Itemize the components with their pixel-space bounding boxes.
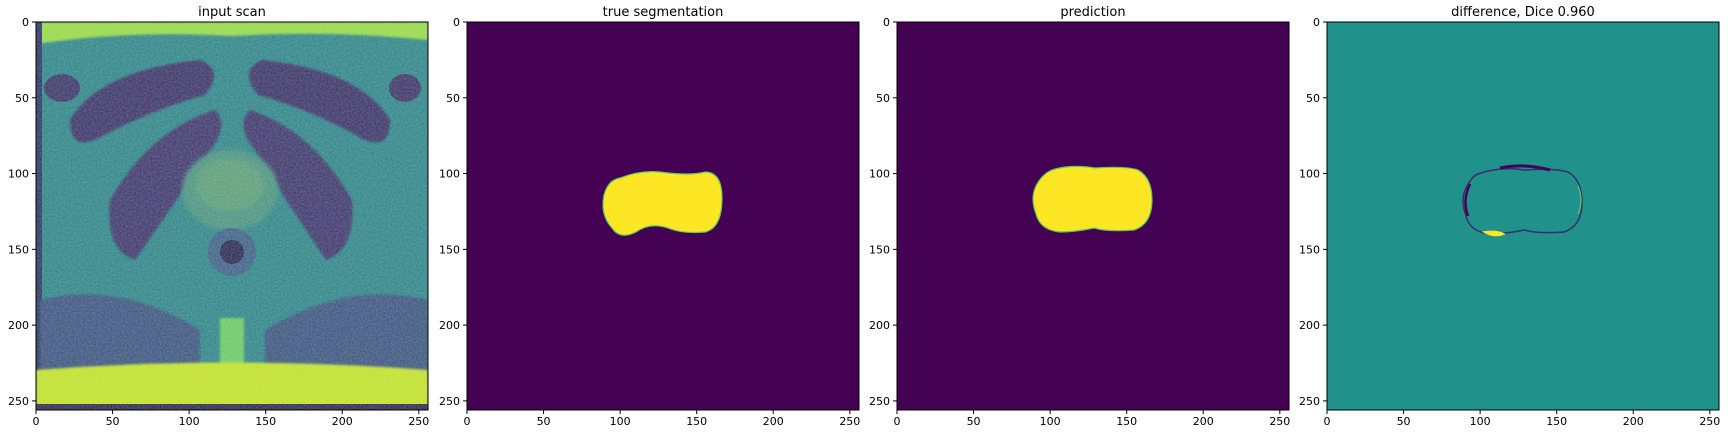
ticks-true-segmentation: 0 50 100 150 200 250 0 50 100 150 200 250 [439, 16, 860, 428]
prediction-mask-image [897, 22, 1289, 410]
x-tick-label: 150 [1546, 415, 1567, 428]
difference-outline [1462, 167, 1583, 235]
y-tick-label: 250 [869, 395, 890, 408]
x-tick-label: 200 [1623, 415, 1644, 428]
y-tick-label: 100 [1299, 168, 1320, 181]
y-tick-label: 200 [439, 319, 460, 332]
y-tick-label: 0 [883, 16, 890, 29]
true-mask-image [467, 22, 859, 410]
x-tick-label: 150 [686, 415, 707, 428]
x-tick-label: 200 [1193, 415, 1214, 428]
ticks-difference: 0 50 100 150 200 250 0 50 100 150 200 250 [1299, 16, 1720, 428]
panel-title-prediction: prediction [1060, 5, 1125, 20]
y-tick-label: 0 [1313, 16, 1320, 29]
axes-frame-true-segmentation [466, 21, 860, 411]
x-tick-label: 250 [839, 415, 860, 428]
y-tick-label: 50 [446, 92, 460, 105]
y-tick-label: 100 [439, 168, 460, 181]
x-tick-label: 0 [1324, 415, 1331, 428]
y-tick-label: 50 [1306, 92, 1320, 105]
panel-prediction: prediction 0 50 100 150 200 250 0 50 100 150 200 25… [869, 5, 1290, 428]
y-tick-label: 50 [15, 92, 29, 105]
y-tick-label: 150 [439, 243, 460, 256]
true-mask-blob [602, 171, 723, 236]
x-tick-label: 250 [1699, 415, 1720, 428]
x-tick-label: 100 [179, 415, 200, 428]
x-tick-label: 0 [33, 415, 40, 428]
x-tick-label: 100 [1040, 415, 1061, 428]
ticks-input-scan: 0 50 100 150 200 250 0 50 100 150 200 250 [8, 16, 429, 428]
axes-frame-difference [1326, 21, 1720, 411]
y-tick-label: 200 [869, 319, 890, 332]
y-tick-label: 0 [22, 16, 29, 29]
prediction-mask-blob [1032, 165, 1153, 233]
y-tick-label: 100 [8, 168, 29, 181]
y-tick-label: 250 [1299, 395, 1320, 408]
difference-image [1327, 22, 1719, 410]
x-tick-label: 50 [1397, 415, 1411, 428]
y-tick-label: 150 [8, 243, 29, 256]
y-tick-label: 200 [8, 319, 29, 332]
panel-title-true-segmentation: true segmentation [603, 5, 724, 20]
x-tick-label: 250 [1269, 415, 1290, 428]
x-tick-label: 150 [1116, 415, 1137, 428]
ticks-prediction: 0 50 100 150 200 250 0 50 100 150 200 250 [869, 16, 1290, 428]
x-tick-label: 50 [967, 415, 981, 428]
y-tick-label: 50 [876, 92, 890, 105]
x-tick-label: 100 [1470, 415, 1491, 428]
x-tick-label: 150 [255, 415, 276, 428]
y-tick-label: 250 [8, 395, 29, 408]
x-tick-label: 0 [894, 415, 901, 428]
x-tick-label: 100 [610, 415, 631, 428]
panel-title-difference: difference, Dice 0.960 [1451, 5, 1595, 20]
panel-true-segmentation: true segmentation 0 50 100 150 200 250 0 50 100 1… [439, 5, 860, 428]
panel-difference: difference, Dice 0.960 0 50 100 150 200 250 0 5… [1299, 5, 1720, 428]
x-tick-label: 50 [537, 415, 551, 428]
x-tick-label: 200 [763, 415, 784, 428]
y-tick-label: 0 [453, 16, 460, 29]
axes-frame-prediction [896, 21, 1290, 411]
y-tick-label: 250 [439, 395, 460, 408]
panel-title-input-scan: input scan [198, 5, 266, 20]
mri-image [36, 22, 428, 410]
difference-yellow-sliver [1481, 230, 1506, 237]
y-tick-label: 150 [1299, 243, 1320, 256]
panel-input-scan: input scan [8, 5, 429, 428]
y-tick-label: 200 [1299, 319, 1320, 332]
y-tick-label: 150 [869, 243, 890, 256]
x-tick-label: 50 [106, 415, 120, 428]
x-tick-label: 250 [408, 415, 429, 428]
axes-frame-input-scan [35, 21, 429, 411]
y-tick-label: 100 [869, 168, 890, 181]
x-tick-label: 200 [332, 415, 353, 428]
x-tick-label: 0 [464, 415, 471, 428]
